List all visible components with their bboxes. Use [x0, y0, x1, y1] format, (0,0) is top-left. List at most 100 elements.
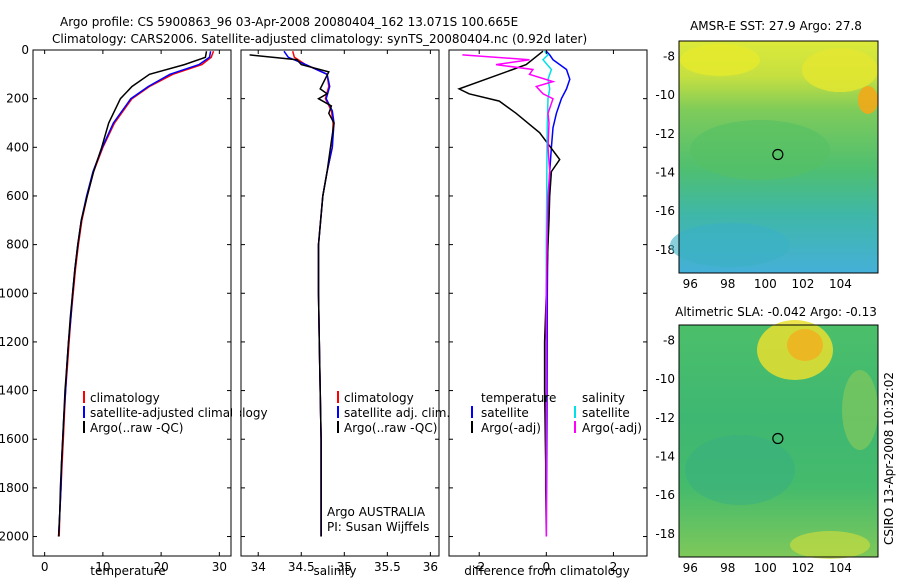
map-x-tick-label: 98 [720, 277, 735, 291]
series-line-climatology [58, 50, 215, 537]
map-y-tick-label: -18 [655, 527, 675, 541]
map-y-tick-label: -8 [663, 333, 675, 347]
x-tick-label: -2 [473, 560, 485, 574]
sla-low-patch [685, 435, 795, 505]
x-tick-label: 34 [251, 560, 266, 574]
map-x-tick-label: 100 [754, 277, 777, 291]
series-line-temperature-argo-adj [457, 50, 561, 537]
difference-plot-frame [448, 49, 648, 557]
sst-map [670, 40, 879, 274]
salinity-annotation-line2: PI: Susan Wijffels [327, 520, 429, 534]
sla-south-patch [790, 531, 870, 559]
series-line-climatology [291, 50, 334, 537]
sst-warm-patch [802, 48, 878, 92]
map-x-tick-label: 104 [829, 277, 852, 291]
figure-title-line1: Argo profile: CS 5900863_96 03-Apr-2008 … [60, 15, 518, 29]
y-tick-label: 600 [6, 189, 29, 203]
x-tick-label: 2 [610, 560, 618, 574]
difference-legend: temperature satellite Argo(-adj) salinit… [471, 391, 642, 435]
y-tick-label: 1200 [0, 335, 29, 349]
map-x-tick-label: 96 [683, 277, 698, 291]
legend-label: Argo(..raw -QC) [344, 421, 437, 435]
map-x-tick-label: 98 [720, 561, 735, 575]
y-tick-label: 1400 [0, 384, 29, 398]
x-tick-label: 35.5 [374, 560, 401, 574]
figure-title-line2: Climatology: CARS2006. Satellite-adjuste… [52, 32, 587, 46]
map-y-tick-label: -10 [655, 88, 675, 102]
x-tick-label: 36 [423, 560, 438, 574]
temperature-plot-frame [32, 49, 232, 557]
sst-warm-patch [680, 44, 760, 76]
series-line-temperature-satellite [545, 50, 571, 537]
salinity-annotation-line1: Argo AUSTRALIA [327, 505, 426, 519]
y-tick-label: 800 [6, 238, 29, 252]
salinity-series [249, 50, 335, 537]
temperature-legend: climatology satellite-adjusted climatolo… [83, 391, 268, 435]
difference-series [457, 50, 571, 537]
map-x-tick-label: 100 [754, 561, 777, 575]
sst-hot-spot [858, 86, 878, 114]
sla-map-title: Altimetric SLA: -0.042 Argo: -0.13 [675, 305, 877, 319]
y-tick-label: 200 [6, 92, 29, 106]
y-tick-label: 0 [21, 43, 29, 57]
x-tick-label: 30 [212, 560, 227, 574]
temperature-xlabel: temperature [90, 564, 165, 578]
map-y-tick-label: -8 [663, 49, 675, 63]
legend-label: Argo(-adj) [481, 421, 541, 435]
x-tick-label: 10 [95, 560, 110, 574]
sst-map-title: AMSR-E SST: 27.9 Argo: 27.8 [690, 19, 862, 33]
legend-label: satellite [481, 406, 529, 420]
legend-group-title: temperature [481, 391, 556, 405]
sla-mid-patch [842, 370, 878, 450]
x-tick-label: 0 [543, 560, 551, 574]
y-tick-label: 2000 [0, 530, 29, 544]
series-line-argo-raw-qc [57, 51, 208, 537]
x-tick-label: 0 [41, 560, 49, 574]
map-y-tick-label: -14 [655, 449, 675, 463]
x-tick-label: 20 [153, 560, 168, 574]
side-timestamp-label: CSIRO 13-Apr-2008 10:32:02 [882, 372, 896, 545]
sla-map [678, 320, 879, 559]
y-tick-label: 1800 [0, 481, 29, 495]
map-y-tick-label: -14 [655, 165, 675, 179]
series-line-salinity-argo-adj [462, 54, 556, 537]
legend-label: Argo(-adj) [582, 421, 642, 435]
sla-high-core [787, 329, 823, 361]
x-tick-label: 35 [337, 560, 352, 574]
legend-label: climatology [90, 391, 160, 405]
legend-label: satellite [582, 406, 630, 420]
y-tick-label: 1000 [0, 286, 29, 300]
map-y-tick-label: -18 [655, 243, 675, 257]
salinity-legend: climatology satellite adj. clim. Argo(..… [337, 391, 450, 435]
salinity-xlabel: salinity [313, 564, 356, 578]
series-line-argo-raw-qc [249, 54, 335, 537]
legend-label: satellite adj. clim. [344, 406, 450, 420]
sla-map-frame [678, 324, 879, 558]
argo-location-marker [772, 432, 784, 445]
map-x-tick-label: 102 [791, 277, 814, 291]
map-x-tick-label: 104 [829, 561, 852, 575]
salinity-plot-frame [240, 49, 440, 557]
map-y-tick-label: -16 [655, 204, 675, 218]
legend-label: climatology [344, 391, 414, 405]
legend-group-title: salinity [582, 391, 625, 405]
x-tick-label: 34.5 [288, 560, 315, 574]
sst-map-frame [678, 40, 879, 274]
temperature-series [57, 50, 215, 537]
map-y-tick-label: -12 [655, 411, 675, 425]
difference-xlabel: difference from climatology [464, 564, 630, 578]
map-x-tick-label: 96 [683, 561, 698, 575]
argo-location-marker [772, 148, 784, 161]
map-y-tick-label: -10 [655, 372, 675, 386]
series-line-satellite-adj-clim [283, 50, 335, 537]
y-tick-label: 400 [6, 140, 29, 154]
legend-label: Argo(..raw -QC) [90, 421, 183, 435]
legend-label: satellite-adjusted climatology [90, 406, 268, 420]
series-line-satellite-adjusted-climatology [57, 51, 212, 537]
map-y-tick-label: -12 [655, 127, 675, 141]
map-x-tick-label: 102 [791, 561, 814, 575]
map-y-tick-label: -16 [655, 488, 675, 502]
y-tick-label: 1600 [0, 432, 29, 446]
legend-clip-mask [232, 385, 240, 435]
